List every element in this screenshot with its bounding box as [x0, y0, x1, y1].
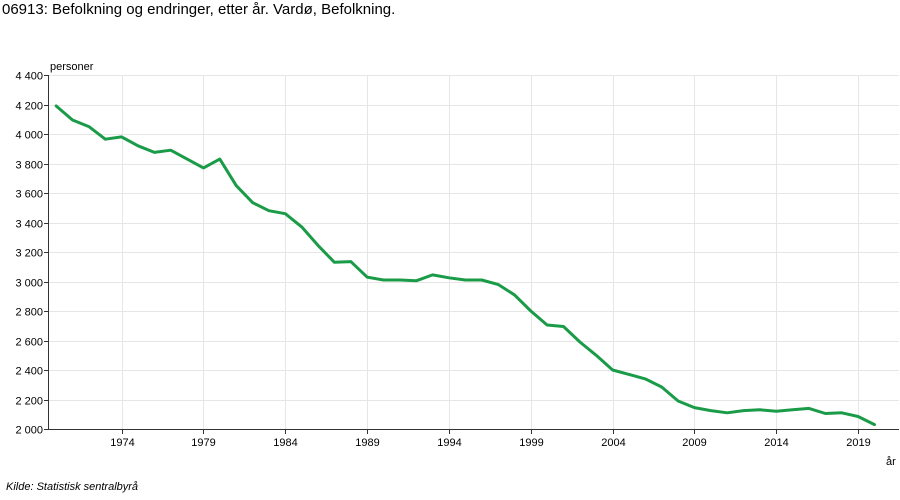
y-tick-label: 2 000 — [15, 425, 43, 437]
y-tick-label: 4 000 — [15, 130, 43, 142]
y-axis-ticks: 2 000 2 200 2 400 2 600 2 800 3 000 3 200 3 400… — [15, 71, 48, 437]
x-tick-label: 1989 — [355, 437, 379, 449]
population-series-line — [54, 104, 876, 427]
grid-lines — [48, 75, 899, 430]
y-tick-label: 3 800 — [15, 160, 43, 172]
x-tick-label: 1984 — [273, 437, 297, 449]
y-tick-label: 3 600 — [15, 189, 43, 201]
y-tick-label: 2 200 — [15, 396, 43, 408]
y-tick-label: 3 000 — [15, 278, 43, 290]
x-tick-label: 1979 — [191, 437, 215, 449]
x-axis-label: år — [886, 456, 896, 468]
y-tick-label: 4 200 — [15, 101, 43, 113]
y-tick-label: 4 400 — [15, 71, 43, 83]
axes — [48, 75, 899, 430]
x-tick-label: 2014 — [764, 437, 788, 449]
y-tick-label: 3 200 — [15, 248, 43, 260]
x-tick-label: 1999 — [519, 437, 543, 449]
y-tick-label: 2 400 — [15, 366, 43, 378]
x-tick-label: 1994 — [437, 437, 461, 449]
series-group — [54, 104, 876, 427]
x-tick-label: 2004 — [601, 437, 625, 449]
x-tick-label: 2019 — [846, 437, 870, 449]
y-tick-label: 3 400 — [15, 219, 43, 231]
source-note: Kilde: Statistisk sentralbyrå — [6, 481, 139, 493]
y-tick-label: 2 800 — [15, 307, 43, 319]
y-axis-label: personer — [50, 61, 94, 73]
y-tick-label: 2 600 — [15, 337, 43, 349]
x-axis-ticks: 1974 1979 1984 1989 1994 1999 2004 2009 2014 2019 — [110, 429, 871, 449]
x-tick-label: 1974 — [110, 437, 134, 449]
page-title: 06913: Befolkning og endringer, etter år… — [2, 1, 396, 18]
population-line-chart: 2 000 2 200 2 400 2 600 2 800 3 000 3 200 3 400… — [15, 61, 899, 468]
x-tick-label: 2009 — [682, 437, 706, 449]
